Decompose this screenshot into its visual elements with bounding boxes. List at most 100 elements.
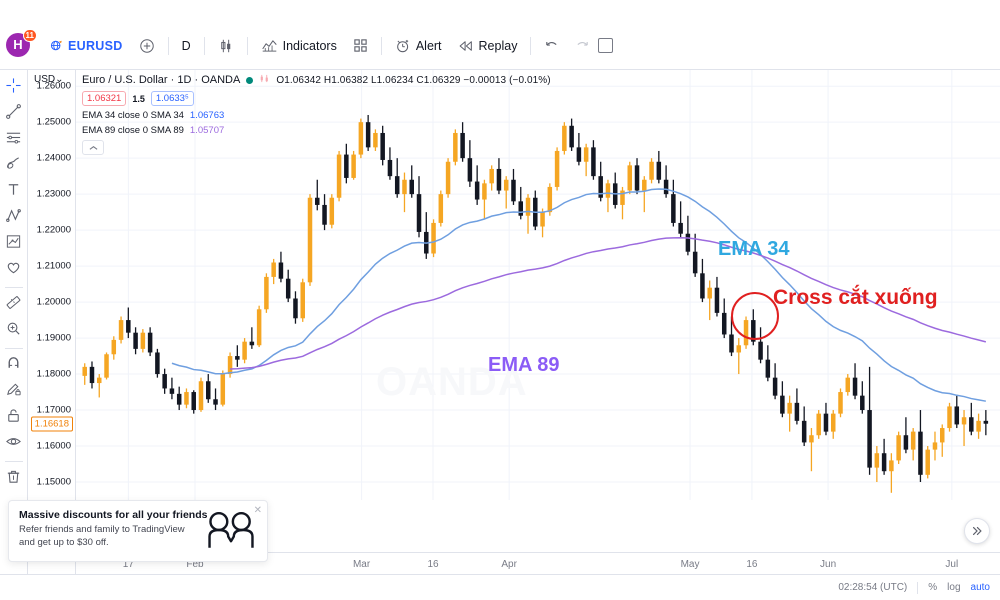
- undo-button[interactable]: [536, 32, 567, 60]
- ruler-icon: [5, 294, 22, 316]
- promo-title: Massive discounts for all your friends: [19, 509, 208, 521]
- templates-button[interactable]: [345, 32, 376, 60]
- annotation-ema34: EMA 34: [718, 238, 790, 260]
- favorites-tool[interactable]: [2, 258, 26, 282]
- legend-ohlc: O1.06342 H1.06382 L1.06234 C1.06329 −0.0…: [276, 74, 551, 86]
- grid-layout-icon: [353, 38, 368, 53]
- eye-icon: [5, 433, 22, 455]
- time-tick: 17: [122, 559, 134, 570]
- toolbar-divider: [4, 461, 23, 462]
- heart-icon: [5, 259, 22, 281]
- brush-tool[interactable]: [2, 154, 26, 178]
- trash-icon: [5, 468, 22, 490]
- crosshair-icon: [5, 77, 22, 99]
- add-symbol-button[interactable]: [131, 32, 163, 60]
- text-tool[interactable]: [2, 180, 26, 204]
- trend-line-icon: [5, 103, 22, 125]
- magnet-tool[interactable]: [2, 354, 26, 378]
- candlestick-icon: [218, 38, 234, 54]
- legend-ema34-label: EMA 34 close 0 SMA 34: [82, 110, 184, 121]
- crosshair-tool[interactable]: [2, 76, 26, 100]
- prediction-tool[interactable]: [2, 232, 26, 256]
- globe-icon: [50, 39, 63, 52]
- redo-button[interactable]: [567, 32, 598, 60]
- price-scale-unit[interactable]: USD⌄: [34, 74, 64, 85]
- zoom-tool[interactable]: [2, 319, 26, 343]
- price-tick: 1.23000: [36, 188, 71, 200]
- xabcd-pattern-icon: [5, 207, 22, 229]
- legend-title-row[interactable]: Euro / U.S. Dollar · 1D · OANDA O1.06342…: [82, 74, 551, 86]
- time-tick: 16: [746, 559, 758, 570]
- time-tick: Jul: [945, 559, 959, 570]
- log-toggle[interactable]: log: [947, 582, 961, 593]
- single-layout-icon[interactable]: [598, 38, 614, 53]
- alarm-clock-icon: [395, 38, 411, 54]
- redo-arrow-icon: [575, 38, 590, 53]
- auto-toggle[interactable]: auto: [970, 582, 990, 593]
- time-tick: 16: [427, 559, 439, 570]
- remove-drawings[interactable]: [2, 467, 26, 491]
- status-divider: [917, 581, 919, 594]
- chevron-down-icon: ⌄: [55, 74, 64, 85]
- toolbar-divider: [4, 348, 23, 349]
- sell-price-chip[interactable]: 1.06321: [82, 91, 127, 106]
- lock-drawings[interactable]: [2, 406, 26, 430]
- indicators-label: Indicators: [282, 38, 337, 53]
- trend-line-tool[interactable]: [2, 102, 26, 126]
- interval-button[interactable]: D: [174, 32, 199, 60]
- price-tick: 1.21000: [36, 260, 71, 272]
- candles-mini-icon: [259, 74, 270, 86]
- toolbar-divider: [380, 36, 382, 55]
- replay-icon: [458, 39, 474, 53]
- interval-label: D: [181, 38, 191, 53]
- price-tick: 1.22000: [36, 224, 71, 236]
- symbol-label: EURUSD: [68, 38, 123, 53]
- chart-legend: Euro / U.S. Dollar · 1D · OANDA O1.06342…: [82, 74, 551, 155]
- time-tick: May: [680, 559, 700, 570]
- price-tick: 1.15000: [36, 476, 71, 488]
- scroll-to-realtime-button[interactable]: [964, 518, 990, 544]
- price-tick: 1.17000: [36, 404, 71, 416]
- indicators-icon: [261, 37, 278, 54]
- magnet-icon: [5, 355, 22, 377]
- toolbar-divider: [4, 287, 23, 288]
- clock-label[interactable]: 02:28:54 (UTC): [838, 582, 908, 593]
- price-tick: 1.16000: [36, 440, 71, 452]
- avatar[interactable]: H 11: [6, 28, 37, 59]
- top-toolbar: H 11 EURUSD: [0, 0, 1000, 70]
- stay-in-drawing-mode[interactable]: [2, 380, 26, 404]
- price-tick: 1.24000: [36, 152, 71, 164]
- symbol-search-button[interactable]: EURUSD: [42, 32, 131, 60]
- price-tick: 1.19000: [36, 332, 71, 344]
- annotation-ema89: EMA 89: [488, 354, 560, 376]
- legend-quote-chips: 1.06321 1.5 1.0633⁵: [82, 91, 551, 106]
- indicators-button[interactable]: Indicators: [253, 32, 345, 60]
- magnifier-plus-icon: [5, 320, 22, 342]
- promo-body: Refer friends and family to TradingView …: [19, 524, 185, 548]
- legend-ema34-row[interactable]: EMA 34 close 0 SMA 34 1.06763: [82, 110, 551, 121]
- forecast-icon: [5, 233, 22, 255]
- candlestick-svg: [76, 70, 1000, 500]
- price-tick: 1.25000: [36, 116, 71, 128]
- spread-label: 1.5: [132, 93, 145, 104]
- measure-tool[interactable]: [2, 293, 26, 317]
- chart-style-button[interactable]: [210, 32, 242, 60]
- patterns-tool[interactable]: [2, 206, 26, 230]
- undo-arrow-icon: [544, 38, 559, 53]
- percent-toggle[interactable]: %: [928, 582, 938, 593]
- annotation-cross: Cross cắt xuống: [773, 286, 938, 309]
- buy-price-chip[interactable]: 1.0633⁵: [150, 91, 194, 106]
- legend-symbol-title: Euro / U.S. Dollar · 1D · OANDA: [82, 74, 241, 86]
- legend-ema89-row[interactable]: EMA 89 close 0 SMA 89 1.05707: [82, 125, 551, 136]
- replay-button[interactable]: Replay: [450, 32, 526, 60]
- close-icon[interactable]: ✕: [253, 505, 262, 516]
- horizontal-lines-tool[interactable]: [2, 128, 26, 152]
- toolbar-divider: [167, 36, 169, 55]
- two-people-icon: [203, 510, 259, 555]
- hide-drawings[interactable]: [2, 432, 26, 456]
- current-price-label: 1.16618: [30, 416, 73, 432]
- notification-badge[interactable]: 11: [22, 28, 37, 42]
- legend-collapse-button[interactable]: [82, 140, 104, 155]
- alert-button[interactable]: Alert: [387, 32, 450, 60]
